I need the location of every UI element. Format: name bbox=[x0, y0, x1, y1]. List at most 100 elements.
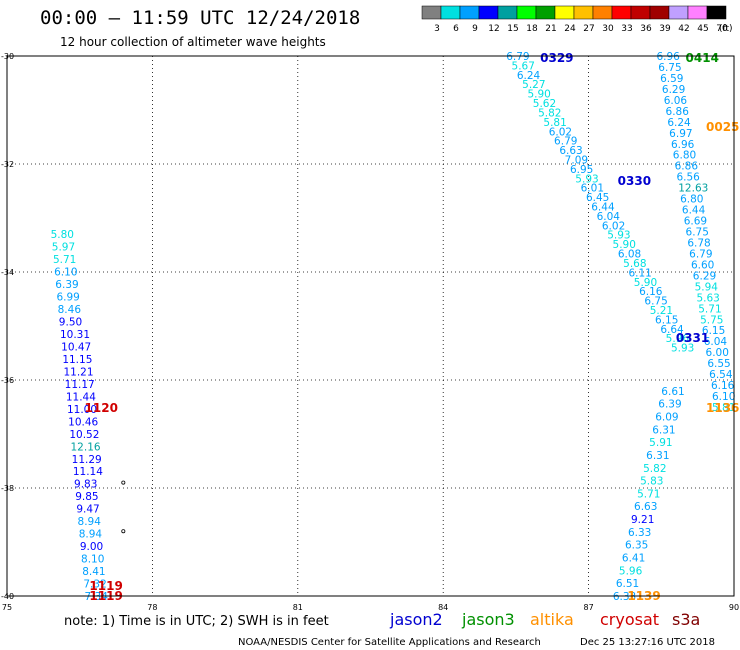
legend-swatch bbox=[649, 5, 670, 20]
wave-height-label: 6.31 bbox=[652, 424, 675, 436]
wave-height-label: 11.00 bbox=[67, 404, 97, 416]
legend-label: 45 bbox=[697, 24, 708, 34]
wave-height-label: 5.90 bbox=[613, 239, 636, 251]
wave-height-label: 6.95 bbox=[570, 164, 593, 176]
wave-height-label: 7.09 bbox=[565, 154, 588, 166]
wave-height-label: 6.79 bbox=[506, 51, 529, 63]
legend-label: 39 bbox=[659, 24, 671, 34]
legend-label: 24 bbox=[564, 24, 576, 34]
wave-height-label: 10.46 bbox=[68, 416, 98, 428]
wave-height-label: 6.24 bbox=[667, 117, 691, 129]
wave-height-label: 8.10 bbox=[81, 554, 104, 566]
wave-height-label: 5.94 bbox=[695, 281, 719, 293]
pass-time-label: 0330 bbox=[618, 174, 651, 188]
wave-height-label: 5.90 bbox=[634, 277, 657, 289]
wave-height-label: 6.99 bbox=[56, 292, 79, 304]
plot-frame bbox=[6, 55, 735, 597]
wave-height-label: 7.34 bbox=[85, 591, 109, 603]
wave-height-label: 6.55 bbox=[707, 358, 730, 370]
wave-height-label: 5.83 bbox=[640, 476, 663, 488]
wave-height-label: 8.94 bbox=[78, 516, 102, 528]
wave-height-label: 5.93 bbox=[575, 173, 598, 185]
wave-height-label: 6.63 bbox=[634, 501, 657, 513]
wave-height-label: 5.91 bbox=[649, 437, 672, 449]
wave-height-label: 6.63 bbox=[559, 145, 582, 157]
wave-height-label: 5.90 bbox=[527, 89, 550, 101]
wave-height-label: 9.00 bbox=[80, 541, 103, 553]
satellite-legend: jason2 jason3 altika cryosat s3a bbox=[389, 610, 700, 629]
x-tick-label: 87 bbox=[584, 603, 594, 612]
satellite-name: jason3 bbox=[461, 610, 515, 629]
wave-height-label: 6.15 bbox=[655, 314, 678, 326]
wave-height-label: 6.60 bbox=[691, 259, 714, 271]
wave-height-label: 5.81 bbox=[543, 117, 566, 129]
wave-height-label: 6.24 bbox=[517, 70, 541, 82]
legend-label: 21 bbox=[545, 24, 556, 34]
wave-height-label: 7.32 bbox=[83, 579, 106, 591]
wave-height-label: 6.10 bbox=[712, 391, 735, 403]
legend-swatch bbox=[459, 5, 480, 20]
legend-label: 3 bbox=[434, 24, 440, 34]
page-title: 00:00 – 11:59 UTC 12/24/2018 bbox=[40, 7, 360, 29]
wave-height-label: 6.96 bbox=[656, 51, 680, 63]
wave-height-label: 8.41 bbox=[82, 566, 105, 578]
wave-height-label: 6.04 bbox=[597, 211, 621, 223]
y-tick-label: -34 bbox=[1, 268, 14, 277]
wave-height-label: 6.78 bbox=[687, 237, 710, 249]
wave-height-label: 12.16 bbox=[71, 441, 101, 453]
wave-height-label: 5.67 bbox=[512, 60, 535, 72]
wave-height-label: 6.02 bbox=[602, 220, 625, 232]
page-subtitle: 12 hour collection of altimeter wave hei… bbox=[60, 35, 326, 49]
wave-height-label: 6.16 bbox=[711, 380, 735, 392]
legend-swatch bbox=[535, 5, 556, 20]
track-marker bbox=[121, 480, 126, 485]
wave-height-label: 12.63 bbox=[678, 183, 708, 195]
wave-height-label: 5.21 bbox=[650, 305, 673, 317]
x-tick-label: 81 bbox=[293, 603, 303, 612]
track-marker bbox=[121, 529, 126, 534]
pass-time-label: 1136 bbox=[706, 401, 739, 415]
wave-height-label: 10.31 bbox=[60, 329, 90, 341]
wave-height-label: 6.44 bbox=[682, 205, 706, 217]
wave-height-label: 6.80 bbox=[673, 150, 696, 162]
wave-height-label: 6.16 bbox=[639, 286, 663, 298]
wave-height-label: 6.69 bbox=[684, 216, 707, 228]
y-tick-label: -40 bbox=[1, 592, 14, 601]
wave-height-label: 6.01 bbox=[581, 183, 604, 195]
legend-label: 30 bbox=[602, 24, 614, 34]
pass-time-label: 1120 bbox=[85, 401, 118, 415]
wave-height-label: 6.51 bbox=[616, 578, 639, 590]
wave-height-label: 11.44 bbox=[66, 391, 96, 403]
wave-height-label: 6.33 bbox=[628, 527, 651, 539]
wave-height-label: 10.47 bbox=[61, 341, 91, 353]
satellite-name: cryosat bbox=[600, 610, 659, 629]
legend-label: 42 bbox=[678, 24, 689, 34]
legend-swatch bbox=[592, 5, 613, 20]
satellite-name: altika bbox=[530, 610, 574, 629]
wave-height-label: 6.11 bbox=[628, 267, 651, 279]
wave-height-label: 5.75 bbox=[700, 314, 723, 326]
legend-swatch bbox=[668, 5, 689, 20]
y-tick-label: -32 bbox=[1, 160, 14, 169]
wave-height-label: 6.96 bbox=[671, 139, 695, 151]
wave-height-label: 5.63 bbox=[696, 292, 719, 304]
wave-height-label: 9.21 bbox=[631, 514, 654, 526]
legend-unit: (ft) bbox=[719, 24, 733, 34]
wave-height-label: 5.93 bbox=[671, 343, 694, 355]
wave-height-label: 5.97 bbox=[52, 242, 75, 254]
wave-height-label: 5.82 bbox=[643, 463, 666, 475]
wave-height-label: 5.96 bbox=[619, 565, 643, 577]
wave-height-label: 6.86 bbox=[666, 106, 690, 118]
wave-height-label: 5.71 bbox=[637, 488, 660, 500]
footer-note: note: 1) Time is in UTC; 2) SWH is in fe… bbox=[64, 614, 329, 629]
y-tick-label: -38 bbox=[1, 484, 14, 493]
wave-height-label: 6.29 bbox=[693, 270, 716, 282]
wave-height-label: 6.45 bbox=[586, 192, 609, 204]
wave-height-label: 5.27 bbox=[522, 79, 545, 91]
x-tick-label: 90 bbox=[729, 603, 739, 612]
legend-label: 36 bbox=[640, 24, 652, 34]
wave-height-label: 5.93 bbox=[607, 230, 630, 242]
wave-height-label: 11.14 bbox=[73, 466, 103, 478]
legend-swatch bbox=[440, 5, 461, 20]
